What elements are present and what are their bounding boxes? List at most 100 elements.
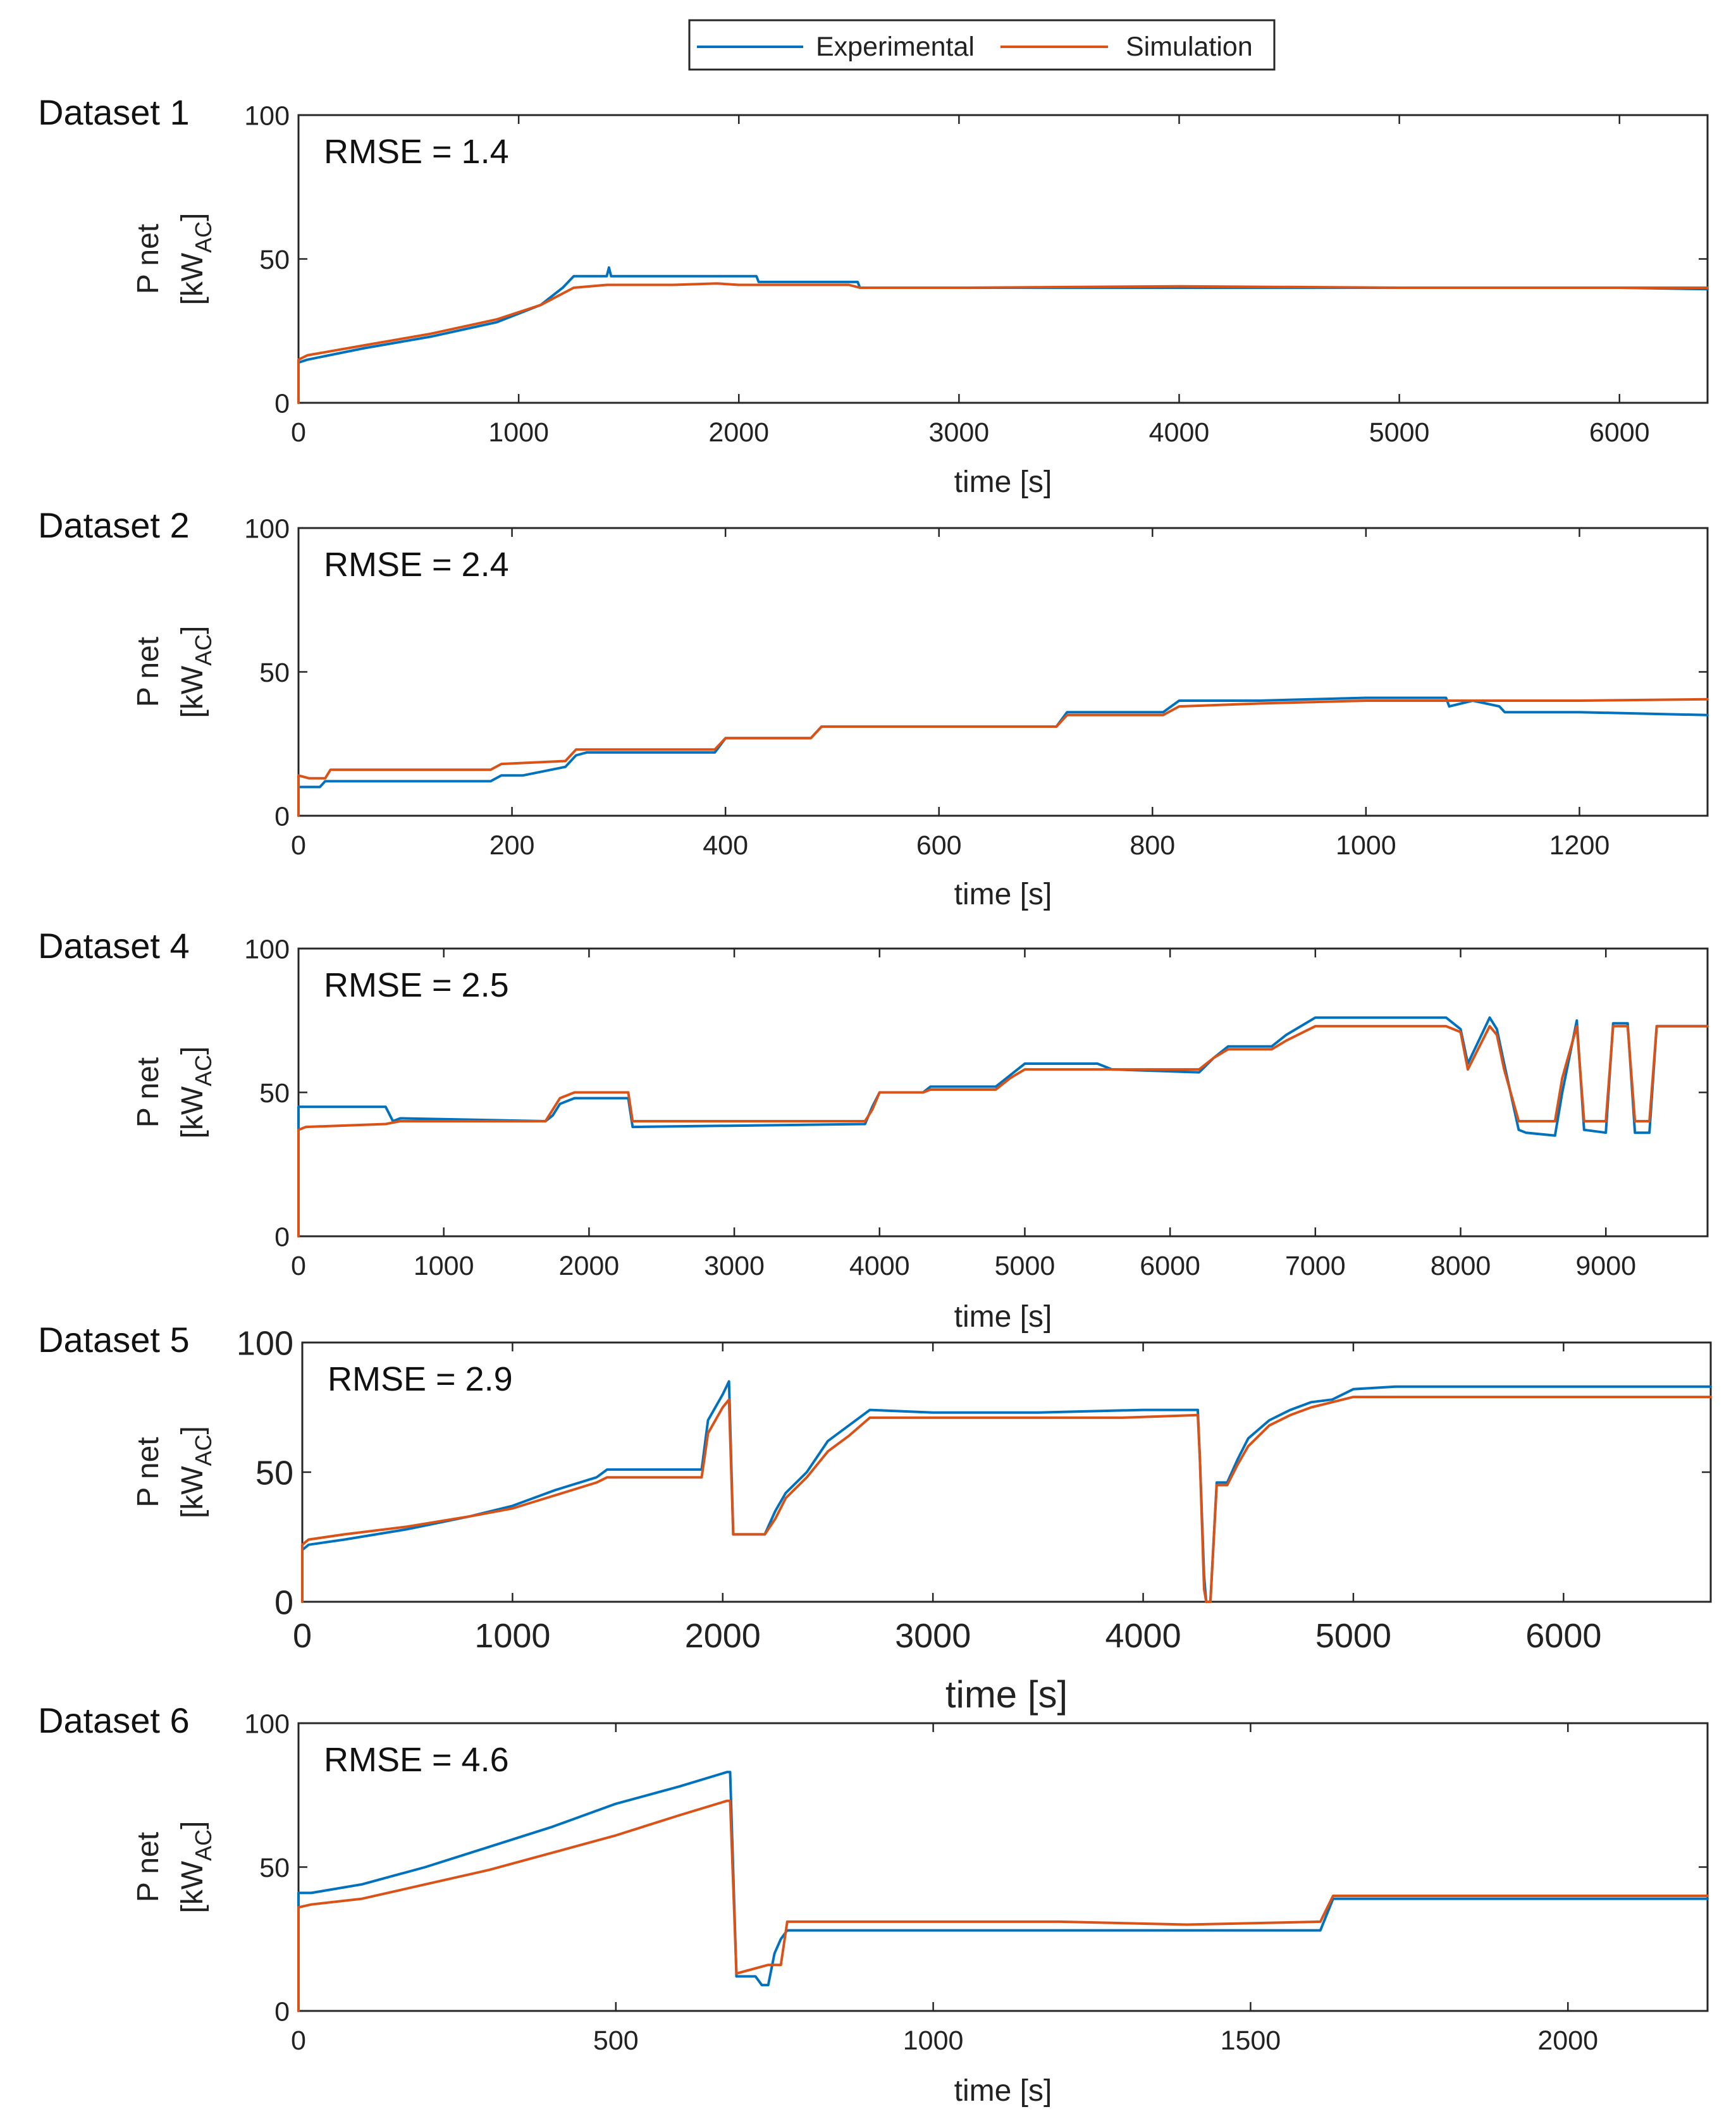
y-tick-label: 100 xyxy=(244,934,290,964)
y-axis-label-name: P net xyxy=(132,1057,165,1128)
x-tick-label: 3000 xyxy=(895,1617,971,1655)
plot-area xyxy=(297,114,1709,404)
x-tick-label: 400 xyxy=(703,830,748,861)
panels: Dataset 10 1000 2000 3000 4000 5000 6000050100… xyxy=(38,92,1712,2108)
x-tick-label: 800 xyxy=(1130,830,1175,861)
x-tick-label: 1000 xyxy=(903,2025,964,2056)
dataset-label: Dataset 1 xyxy=(38,92,190,132)
series-simulation xyxy=(297,282,1709,404)
x-tick-label: 3000 xyxy=(704,1251,765,1281)
series-simulation xyxy=(297,697,1709,817)
x-axis-label: time [s] xyxy=(945,1673,1068,1716)
panel-5: Dataset 6 0 500 1000 1500 2000 0 50 100 time [s] P… xyxy=(38,1700,1709,2108)
dataset-label: Dataset 4 xyxy=(38,926,190,966)
y-tick-label: 100 xyxy=(244,101,290,131)
plot-area xyxy=(297,947,1709,1238)
x-tick-label: 9000 xyxy=(1575,1251,1636,1281)
rmse-annotation: RMSE = 2.4 xyxy=(324,546,509,584)
x-tick-label: 0 xyxy=(291,417,306,448)
x-tick-label: 2000 xyxy=(708,417,769,448)
y-axis-label-name: P net xyxy=(132,637,165,707)
plot-area xyxy=(297,527,1709,817)
x-tick-label: 500 xyxy=(593,2025,639,2056)
series-experimental xyxy=(301,1380,1712,1603)
x-tick-label: 4000 xyxy=(1105,1617,1181,1655)
x-tick-label: 0 xyxy=(291,830,306,861)
y-axis-label-name: P net xyxy=(132,1832,165,1902)
y-axis-label-unit: [kWAC] xyxy=(176,626,216,718)
y-axis-label: P net [kWAC] xyxy=(132,1821,216,1914)
x-tick-label: 0 xyxy=(291,2025,306,2056)
panel-2: Dataset 2 0 200 400 600 800 1000 1200 0 50 100 time… xyxy=(38,505,1709,911)
x-tick-label: 4000 xyxy=(1149,417,1210,448)
rmse-annotation: RMSE = 1.4 xyxy=(324,133,509,171)
x-tick-label: 2000 xyxy=(559,1251,620,1281)
y-axis-label-unit: [kWAC] xyxy=(176,213,216,305)
y-axis-label: P net [kWAC] xyxy=(132,626,216,718)
x-tick-label: 1000 xyxy=(488,417,549,448)
panel-3: Dataset 40 1000 2000 3000 4000 5000 6000 7000 80… xyxy=(38,926,1709,1334)
series-simulation xyxy=(301,1396,1712,1603)
x-axis-label: time [s] xyxy=(954,465,1052,499)
x-tick-label: 1500 xyxy=(1221,2025,1281,2056)
y-axis-label: P net [kWAC] xyxy=(132,1426,216,1518)
x-tick-label: 5000 xyxy=(995,1251,1056,1281)
y-tick-label: 50 xyxy=(259,658,290,688)
x-tick-label: 2000 xyxy=(1537,2025,1598,2056)
legend-label-experimental: Experimental xyxy=(816,32,975,62)
y-tick-label: 0 xyxy=(274,1996,290,2027)
x-tick-label: 6000 xyxy=(1140,1251,1200,1281)
x-tick-label: 1200 xyxy=(1549,830,1610,861)
y-axis-label-name: P net xyxy=(132,224,165,294)
legend-box xyxy=(688,19,1276,71)
x-tick-label: 200 xyxy=(489,830,535,861)
x-tick-label: 3000 xyxy=(929,417,990,448)
series-simulation xyxy=(297,1024,1709,1238)
x-tick-label: 6000 xyxy=(1589,417,1650,448)
y-tick-label: 50 xyxy=(259,1078,290,1109)
plot-area xyxy=(301,1341,1712,1603)
x-tick-label: 1000 xyxy=(1336,830,1396,861)
rmse-annotation: RMSE = 2.9 xyxy=(328,1360,513,1398)
series-simulation xyxy=(297,1799,1709,2012)
x-tick-label: 7000 xyxy=(1285,1251,1346,1281)
x-tick-label: 8000 xyxy=(1431,1251,1491,1281)
plot-area xyxy=(297,1722,1709,2012)
dataset-label: Dataset 5 xyxy=(38,1320,190,1360)
x-tick-label: 6000 xyxy=(1525,1617,1601,1655)
x-axis-label: time [s] xyxy=(954,2074,1052,2108)
rmse-annotation: RMSE = 2.5 xyxy=(324,966,509,1004)
y-tick-label: 50 xyxy=(255,1454,293,1492)
y-axis-label-name: P net xyxy=(132,1437,165,1507)
x-axis-label: time [s] xyxy=(954,878,1052,911)
rmse-annotation: RMSE = 4.6 xyxy=(324,1741,509,1779)
y-tick-label: 100 xyxy=(237,1324,293,1362)
x-tick-label: 1000 xyxy=(474,1617,550,1655)
legend-label-simulation: Simulation xyxy=(1126,32,1253,62)
series-experimental xyxy=(297,1771,1709,2012)
y-tick-label: 0 xyxy=(274,388,290,419)
y-tick-label: 50 xyxy=(259,245,290,275)
x-tick-label: 0 xyxy=(293,1617,312,1655)
y-axis-label-unit: [kWAC] xyxy=(176,1047,216,1139)
x-tick-label: 2000 xyxy=(685,1617,761,1655)
y-axis-label-unit: [kWAC] xyxy=(176,1821,216,1914)
y-tick-label: 0 xyxy=(274,801,290,832)
x-tick-label: 5000 xyxy=(1369,417,1430,448)
x-tick-label: 1000 xyxy=(414,1251,474,1281)
x-tick-label: 5000 xyxy=(1315,1617,1391,1655)
x-tick-label: 600 xyxy=(916,830,962,861)
dataset-label: Dataset 6 xyxy=(38,1700,190,1740)
y-tick-label: 0 xyxy=(274,1583,293,1621)
y-axis-label: P net [kWAC] xyxy=(132,1047,216,1139)
x-axis-label: time [s] xyxy=(954,1300,1052,1334)
y-tick-label: 100 xyxy=(244,513,290,544)
y-tick-label: 0 xyxy=(274,1222,290,1252)
x-tick-label: 0 xyxy=(291,1251,306,1281)
dataset-label: Dataset 2 xyxy=(38,505,190,545)
panel-1: Dataset 1 0 1000 2000 3000 4000 5000 6000 0 50 100… xyxy=(38,92,1709,499)
y-axis-label: P net [kWAC] xyxy=(132,213,216,305)
panel-4: Dataset 5 0 1000 2000 3000 4000 5000 6000 0 50 100… xyxy=(38,1320,1712,1716)
legend: Experimental Simulation xyxy=(688,19,1276,71)
